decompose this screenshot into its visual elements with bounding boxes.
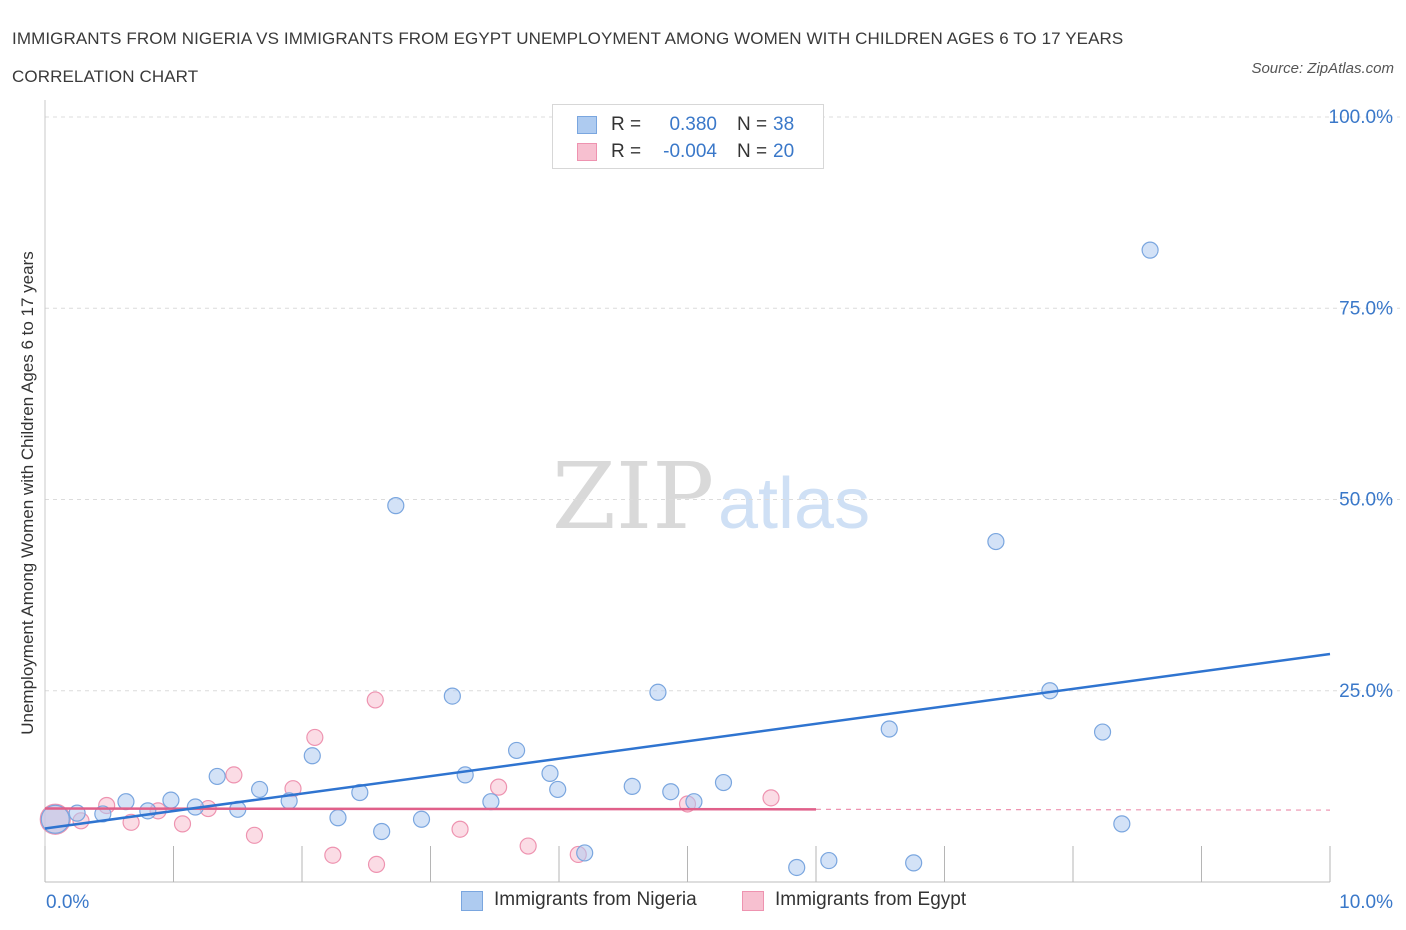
egypt-r-value: -0.004 bbox=[663, 141, 717, 162]
nigeria-point-2 bbox=[94, 805, 112, 823]
nigeria-point-5 bbox=[162, 791, 180, 809]
egypt-point-14 bbox=[451, 820, 469, 838]
x-tick-labels: 0.0% 10.0% bbox=[46, 892, 1393, 913]
y-tick-labels: 25.0% 50.0% 75.0% 100.0% bbox=[1329, 107, 1394, 702]
egypt-point-15 bbox=[490, 778, 508, 796]
nigeria-point-14 bbox=[373, 822, 391, 841]
nigeria-n-label: N = bbox=[737, 114, 768, 135]
y-tick-label-1: 50.0% bbox=[1339, 490, 1393, 511]
egypt-n-label: N = bbox=[737, 141, 768, 162]
x-tick-label-0: 0.0% bbox=[46, 892, 89, 913]
nigeria-point-20 bbox=[507, 741, 526, 760]
nigeria-point-11 bbox=[303, 747, 321, 765]
nigeria-point-3 bbox=[117, 793, 135, 811]
egypt-point-8 bbox=[245, 826, 264, 844]
egypt-point-19 bbox=[762, 789, 780, 807]
nigeria-point-36 bbox=[1113, 815, 1131, 833]
egypt-legend-label: Immigrants from Egypt bbox=[775, 889, 967, 910]
nigeria-point-12 bbox=[329, 809, 347, 827]
egypt-point-11 bbox=[324, 846, 342, 864]
egypt-point-12 bbox=[367, 855, 386, 874]
egypt-point-7 bbox=[225, 766, 243, 784]
y-axis-label: Unemployment Among Women with Children A… bbox=[18, 251, 37, 735]
nigeria-point-7 bbox=[208, 767, 226, 786]
chart-title: IMMIGRANTS FROM NIGERIA VS IMMIGRANTS FR… bbox=[12, 29, 1124, 86]
watermark-zip: ZIP bbox=[552, 443, 714, 550]
gridlines bbox=[45, 116, 1400, 692]
nigeria-point-35 bbox=[1093, 723, 1112, 741]
egypt-legend-swatch bbox=[742, 891, 764, 911]
nigeria-point-15 bbox=[387, 497, 405, 515]
nigeria-legend-swatch bbox=[461, 891, 483, 911]
y-tick-label-2: 75.0% bbox=[1339, 298, 1393, 319]
watermark-atlas: atlas bbox=[718, 464, 870, 544]
nigeria-point-33 bbox=[987, 532, 1005, 551]
nigeria-point-25 bbox=[649, 683, 667, 701]
egypt-trend-line bbox=[44, 807, 817, 811]
y-tick-label-0: 25.0% bbox=[1339, 681, 1393, 702]
nigeria-point-9 bbox=[250, 780, 269, 799]
trend-lines bbox=[44, 652, 1331, 830]
nigeria-point-18 bbox=[456, 766, 474, 784]
nigeria-point-23 bbox=[576, 844, 594, 862]
x-tick-label-1: 10.0% bbox=[1339, 892, 1393, 913]
nigeria-point-26 bbox=[662, 783, 680, 801]
nigeria-point-16 bbox=[412, 810, 431, 828]
egypt-swatch bbox=[577, 143, 597, 161]
nigeria-trend-line bbox=[44, 652, 1331, 830]
nigeria-point-24 bbox=[623, 777, 641, 795]
egypt-point-16 bbox=[519, 837, 537, 855]
nigeria-swatch bbox=[577, 116, 597, 134]
egypt-point-10 bbox=[306, 728, 324, 747]
egypt-n-value: 20 bbox=[773, 141, 795, 162]
nigeria-point-21 bbox=[541, 764, 559, 782]
nigeria-point-30 bbox=[820, 851, 838, 870]
nigeria-point-29 bbox=[788, 858, 806, 877]
nigeria-point-17 bbox=[443, 687, 461, 705]
nigeria-r-value: 0.380 bbox=[669, 114, 717, 135]
correlation-legend: R = 0.380 N = 38 R = -0.004 N = 20 bbox=[552, 104, 824, 169]
nigeria-point-19 bbox=[482, 793, 500, 811]
egypt-point-13 bbox=[366, 691, 384, 709]
watermark: ZIP atlas bbox=[552, 443, 870, 550]
nigeria-point-27 bbox=[685, 793, 703, 811]
nigeria-point-22 bbox=[549, 780, 567, 799]
egypt-trend-extension bbox=[815, 808, 1331, 811]
y-tick-label-3: 100.0% bbox=[1329, 107, 1394, 128]
chart-source: Source: ZipAtlas.com bbox=[1251, 60, 1394, 77]
nigeria-point-32 bbox=[905, 854, 923, 872]
nigeria-legend-label: Immigrants from Nigeria bbox=[494, 889, 697, 910]
nigeria-n-value: 38 bbox=[773, 114, 795, 135]
egypt-r-label: R = bbox=[611, 141, 642, 162]
nigeria-point-31 bbox=[880, 720, 898, 738]
nigeria-r-label: R = bbox=[611, 114, 642, 135]
nigeria-points bbox=[40, 241, 1159, 877]
axes bbox=[44, 100, 1331, 883]
nigeria-point-37 bbox=[1141, 241, 1159, 259]
egypt-points bbox=[39, 691, 780, 874]
nigeria-point-28 bbox=[714, 773, 733, 792]
egypt-point-5 bbox=[173, 815, 192, 833]
